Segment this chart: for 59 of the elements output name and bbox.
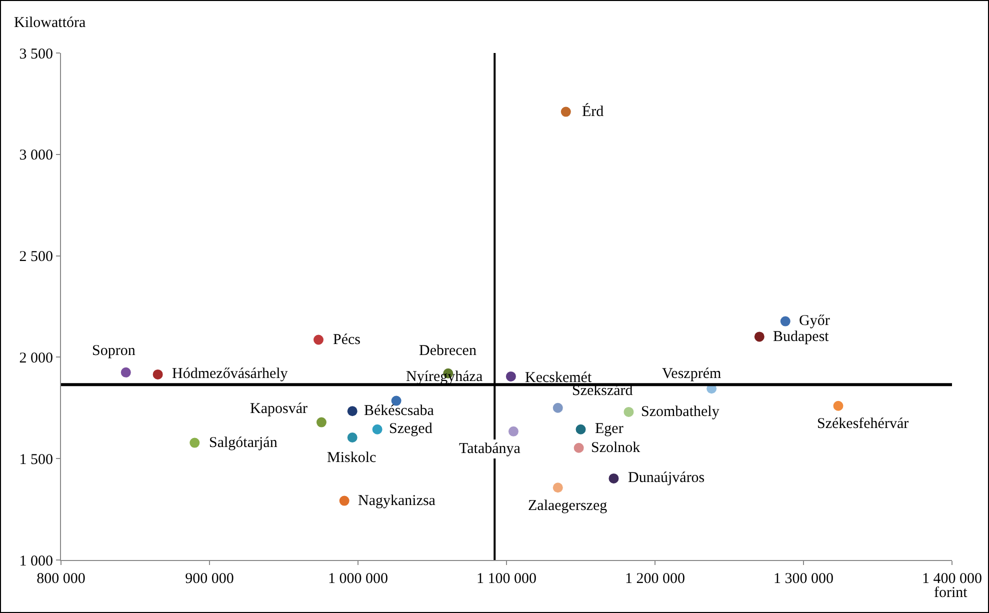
x-tick-label: 800 000: [36, 571, 86, 587]
point: [372, 424, 382, 434]
point: [552, 482, 563, 493]
point: [833, 400, 844, 411]
annotation: Hódmezővásárhely: [172, 366, 288, 382]
x-tick-label: 1 100 000: [476, 571, 536, 587]
annotation: Zalaegerszeg: [528, 498, 608, 514]
point: [339, 496, 350, 506]
y-tick-label: 2 500: [19, 249, 53, 266]
y-tick-label: 2 000: [19, 350, 53, 366]
annotation: Veszprém: [662, 366, 722, 382]
annotation: Pécs: [333, 332, 361, 348]
annotation: Szolnok: [591, 440, 641, 456]
point: [347, 432, 358, 443]
point: [316, 417, 326, 428]
x-tick-label: 900 000: [185, 571, 234, 587]
point: [120, 367, 131, 378]
annotation: Eger: [595, 421, 624, 437]
annotation: Dunaújváros: [628, 470, 705, 486]
y-axis-title: Kilowattóra: [14, 15, 86, 31]
point: [552, 402, 563, 413]
annotation: Kecskemét: [525, 370, 592, 386]
x-tick-label: 1 400 000: [922, 571, 982, 587]
annotation: Budapest: [773, 329, 830, 345]
point: [347, 406, 358, 416]
x-tick-label: 1 200 000: [625, 571, 685, 587]
annotation: Szeged: [389, 421, 433, 437]
annotation: Miskolc: [327, 450, 377, 466]
annotation: Nyíregyháza: [406, 369, 483, 385]
annotation: Salgótarján: [209, 435, 278, 451]
point: [508, 426, 518, 436]
x-tick-label: 1 300 000: [774, 571, 834, 587]
point: [506, 371, 516, 382]
point: [624, 406, 634, 417]
y-tick-label: 3 500: [19, 46, 53, 62]
annotation: Debrecen: [419, 343, 477, 359]
annotation: Győr: [799, 313, 830, 329]
annotation: Érd: [582, 103, 604, 120]
annotation: Nagykanizsa: [358, 493, 436, 509]
y-tick-label: 3 000: [19, 148, 53, 164]
point: [560, 106, 571, 117]
point: [608, 473, 619, 484]
x-tick-label: 1 000 000: [328, 571, 388, 587]
annotation: Kaposvár: [250, 401, 308, 417]
annotation: Tatabánya: [459, 441, 521, 457]
x-axis-title: forint: [934, 585, 968, 601]
point: [576, 424, 586, 434]
point: [314, 334, 324, 345]
annotation: Székesfehérvár: [817, 416, 909, 432]
annotation: Sopron: [92, 343, 136, 359]
point: [754, 332, 764, 342]
point: [574, 442, 584, 453]
annotation: Szombathely: [641, 404, 720, 420]
y-tick-label: 1 500: [19, 452, 53, 468]
point: [190, 438, 200, 448]
point: [152, 369, 163, 380]
y-tick-label: 1 000: [19, 553, 53, 570]
annotation: Békéscsaba: [364, 403, 434, 419]
point: [780, 316, 790, 326]
